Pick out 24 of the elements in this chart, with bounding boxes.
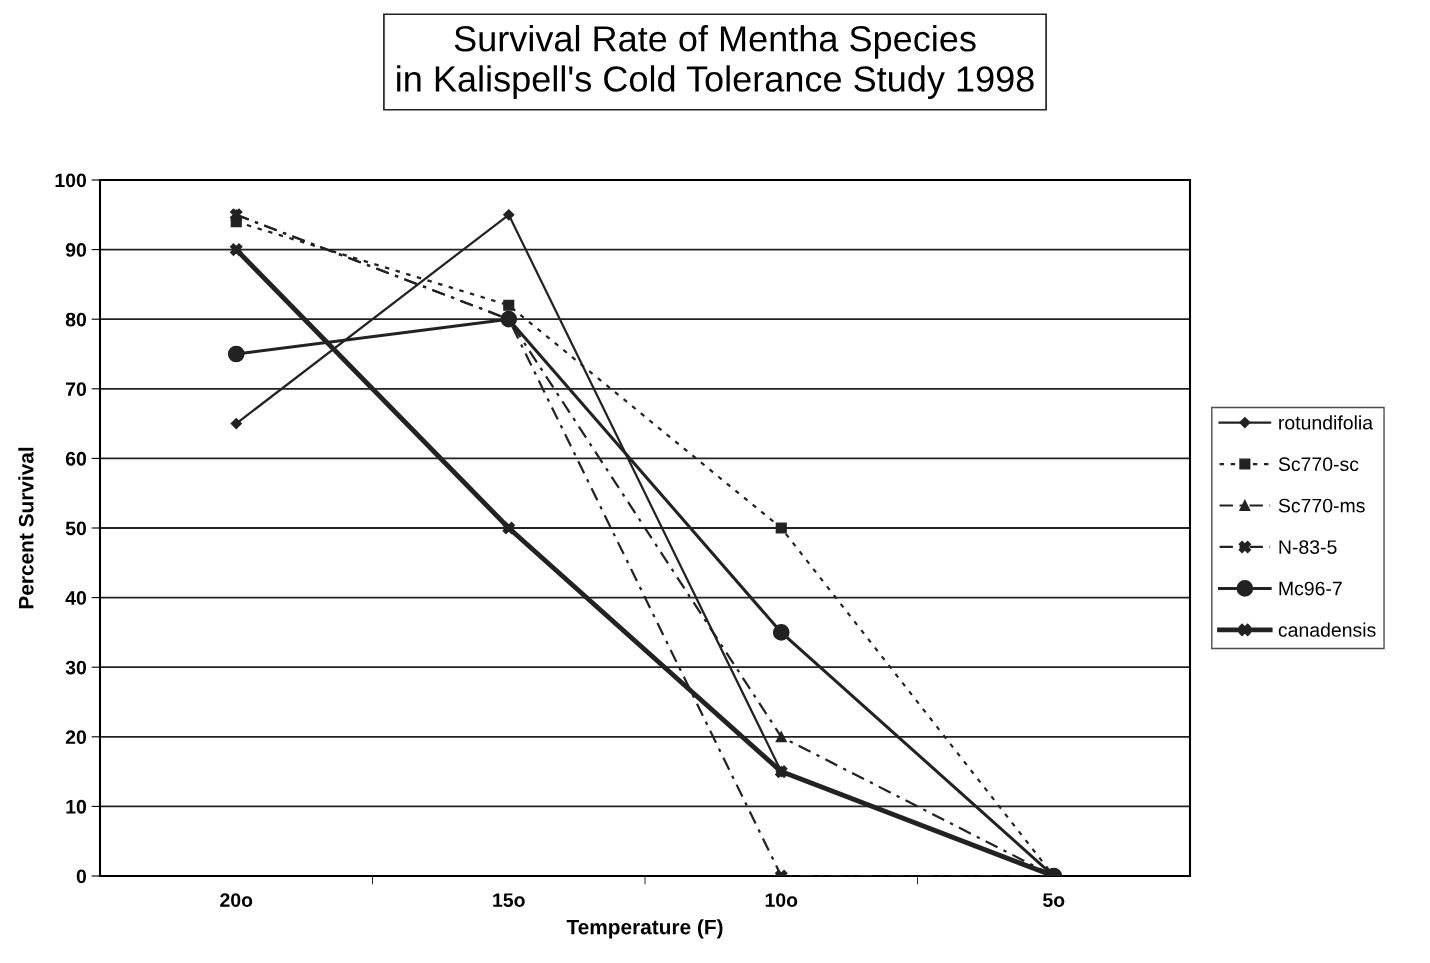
y-tick-label: 80 — [65, 312, 87, 327]
x-tick-label: 20o — [220, 893, 253, 907]
x-axis-title: Temperature (F) — [566, 919, 723, 939]
y-tick-label: 0 — [76, 869, 87, 884]
legend-label: N-83-5 — [1279, 540, 1337, 554]
y-tick-label: 70 — [66, 382, 87, 397]
y-tick-label: 10 — [66, 799, 87, 814]
y-tick-label: 100 — [55, 173, 87, 188]
legend-label: rotundifolia — [1279, 415, 1374, 430]
legend-label: canadensis — [1278, 622, 1376, 637]
x-tick-label: 15o — [493, 893, 525, 907]
y-tick-label: 60 — [65, 451, 87, 466]
x-tick-label: 5o — [1043, 893, 1065, 907]
y-tick-label: 50 — [65, 521, 87, 536]
x-tick-label: 10o — [765, 893, 798, 907]
y-tick-label: 20 — [65, 730, 87, 745]
legend-label: Mc96-7 — [1279, 581, 1342, 596]
y-axis-title: Percent Survival — [18, 447, 34, 609]
y-tick-label: 30 — [65, 660, 87, 675]
y-tick-label: 90 — [65, 243, 87, 257]
legend-label: Sc770-ms — [1278, 498, 1365, 513]
y-tick-label: 40 — [65, 591, 87, 605]
chart-title: Survival Rate of Mentha Species in Kalispell's Cold Tolerance Study 1998 — [397, 25, 1034, 99]
legend-label: Sc770-sc — [1278, 457, 1359, 472]
